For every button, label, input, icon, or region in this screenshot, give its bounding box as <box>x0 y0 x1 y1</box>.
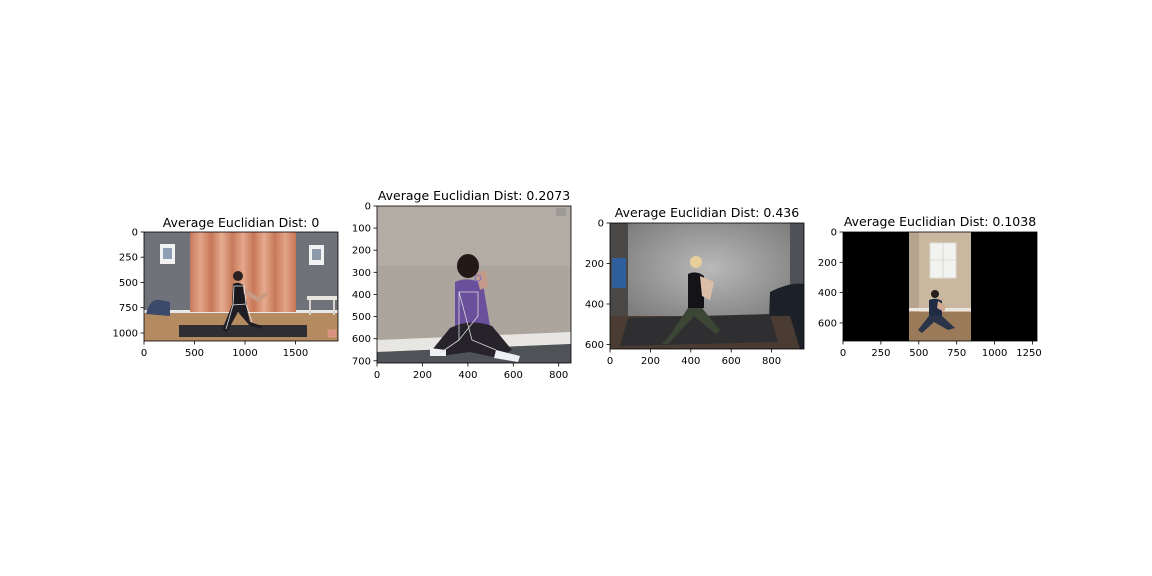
x-ticks: 0 200 400 600 800 <box>374 363 568 381</box>
y-tick-label: 200 <box>818 258 837 269</box>
x-tick-label: 800 <box>762 356 781 367</box>
x-tick-label: 800 <box>549 370 568 381</box>
x-ticks: 0 250 500 750 1000 1250 <box>840 341 1042 359</box>
frame-image <box>144 232 338 341</box>
x-tick-label: 400 <box>458 370 477 381</box>
y-ticks: 0 250 500 750 1000 <box>113 228 144 340</box>
y-tick-label: 250 <box>119 253 138 264</box>
x-tick-label: 750 <box>947 348 966 359</box>
axes-frame <box>376 205 572 364</box>
y-tick-label: 100 <box>352 224 371 235</box>
y-tick-label: 600 <box>818 318 837 329</box>
x-tick-label: 600 <box>722 356 741 367</box>
panel-title: Average Euclidian Dist: 0.2073 <box>378 188 570 203</box>
frame-image <box>377 206 571 363</box>
y-tick-label: 600 <box>585 340 604 351</box>
y-tick-label: 200 <box>352 246 371 257</box>
y-tick-label: 1000 <box>113 329 138 340</box>
y-tick-label: 700 <box>352 356 371 367</box>
x-tick-label: 0 <box>840 348 846 359</box>
frame-image <box>843 232 1037 341</box>
panel-title: Average Euclidian Dist: 0.436 <box>615 205 799 220</box>
x-tick-label: 200 <box>413 370 432 381</box>
x-tick-label: 1000 <box>982 348 1007 359</box>
panel-title: Average Euclidian Dist: 0 <box>163 215 320 230</box>
frame-image <box>610 223 804 349</box>
x-tick-label: 1000 <box>232 348 257 359</box>
y-tick-label: 0 <box>598 219 604 230</box>
panel-title: Average Euclidian Dist: 0.1038 <box>844 214 1036 229</box>
x-tick-label: 1250 <box>1016 348 1041 359</box>
x-tick-label: 500 <box>185 348 204 359</box>
y-ticks: 0 200 400 600 <box>818 228 843 329</box>
y-tick-label: 400 <box>818 288 837 299</box>
y-tick-label: 0 <box>132 228 138 239</box>
y-tick-label: 200 <box>585 259 604 270</box>
y-tick-label: 600 <box>352 334 371 345</box>
y-tick-label: 500 <box>352 312 371 323</box>
panel-2: Average Euclidian Dist: 0.2073 0 <box>352 188 572 381</box>
axes-frame <box>842 231 1038 342</box>
panel-3: Average Euclidian Dist: 0.436 0 200 400 <box>585 205 805 367</box>
x-tick-label: 250 <box>871 348 890 359</box>
y-ticks: 0 200 400 600 <box>585 219 610 351</box>
y-tick-label: 750 <box>119 303 138 314</box>
y-ticks: 0 100 200 300 400 500 600 700 <box>352 202 377 367</box>
panel-4: Average Euclidian Dist: 0.1038 0 250 500 <box>818 214 1042 359</box>
x-tick-label: 500 <box>909 348 928 359</box>
x-tick-label: 0 <box>374 370 380 381</box>
x-tick-label: 1500 <box>283 348 308 359</box>
panel-1: Average Euclidian Dist: 0 <box>113 215 339 359</box>
x-ticks: 0 500 1000 1500 <box>141 341 308 359</box>
x-ticks: 0 200 400 600 800 <box>607 349 781 367</box>
x-tick-label: 600 <box>504 370 523 381</box>
x-tick-label: 400 <box>681 356 700 367</box>
x-tick-label: 0 <box>607 356 613 367</box>
x-tick-label: 0 <box>141 348 147 359</box>
axes-frame <box>609 222 805 350</box>
axes-frame <box>143 231 339 342</box>
y-tick-label: 500 <box>119 278 138 289</box>
y-tick-label: 0 <box>365 202 371 213</box>
x-tick-label: 200 <box>641 356 660 367</box>
y-tick-label: 400 <box>352 290 371 301</box>
y-tick-label: 0 <box>831 228 837 239</box>
y-tick-label: 300 <box>352 268 371 279</box>
y-tick-label: 400 <box>585 300 604 311</box>
